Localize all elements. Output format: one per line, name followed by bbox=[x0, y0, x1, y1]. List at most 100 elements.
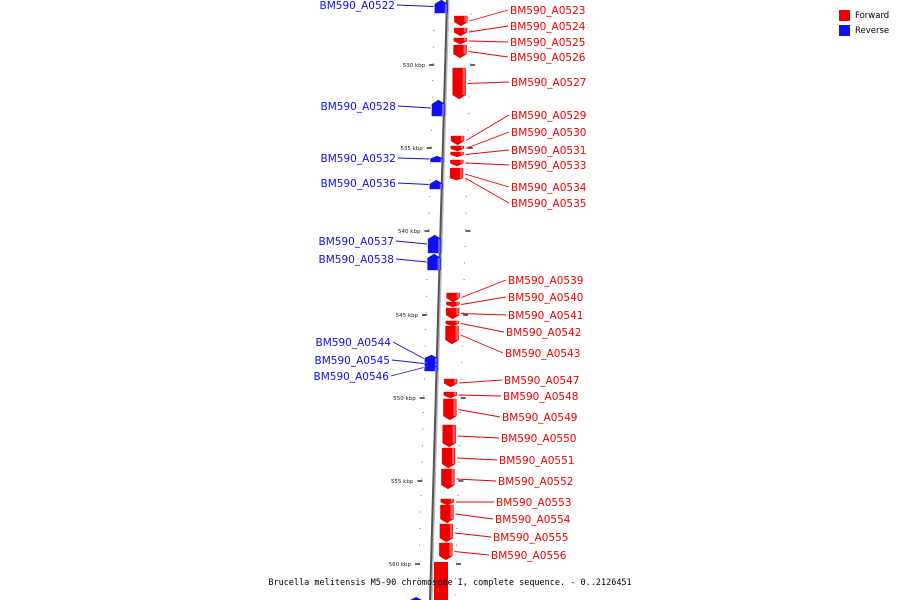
gene-label-BM590_A0524[interactable]: BM590_A0524 bbox=[510, 21, 586, 33]
gene-label-BM590_A0538[interactable]: BM590_A0538 bbox=[319, 254, 394, 266]
gene-label-BM590_A0526[interactable]: BM590_A0526 bbox=[510, 52, 586, 64]
leader-line-BM590_A0554 bbox=[455, 513, 494, 520]
gene-arrow-BM590_A0543[interactable] bbox=[445, 325, 459, 345]
gene-arrow-BM590_A0551[interactable] bbox=[441, 447, 456, 469]
gene-arrow-BM590_A0540[interactable] bbox=[446, 301, 460, 308]
gene-arrow-BM590_A0556[interactable] bbox=[439, 542, 453, 561]
leader-line-BM590_A0536 bbox=[397, 182, 429, 185]
gene-arrow-partial-bottom[interactable] bbox=[434, 562, 448, 600]
gene-label-BM590_A0553[interactable]: BM590_A0553 bbox=[496, 497, 571, 509]
minor-tick bbox=[419, 544, 421, 546]
gene-arrow-BM590_A0541[interactable] bbox=[445, 307, 460, 320]
gene-arrow-shine bbox=[449, 543, 452, 556]
gene-arrow-BM590_A0524[interactable] bbox=[453, 27, 468, 37]
gene-arrow-BM590_A0526[interactable] bbox=[453, 44, 467, 59]
gene-label-BM590_A0552[interactable]: BM590_A0552 bbox=[498, 476, 573, 488]
gene-label-BM590_A0544[interactable]: BM590_A0544 bbox=[316, 337, 392, 349]
gene-arrow-BM590_A0539[interactable] bbox=[446, 292, 460, 303]
backbone-shadow bbox=[430, 0, 450, 600]
tick-layer: 530 kbp 535 kbp 540 kbp 545 kbp 550 kbp 555 k… bbox=[389, 13, 476, 596]
gene-label-BM590_A0531[interactable]: BM590_A0531 bbox=[511, 145, 586, 157]
minor-tick bbox=[420, 478, 422, 480]
minor-tick bbox=[461, 362, 463, 364]
gene-label-BM590_A0529[interactable]: BM590_A0529 bbox=[511, 110, 586, 122]
gene-label-BM590_A0537[interactable]: BM590_A0537 bbox=[319, 236, 394, 248]
gene-arrow-BM590_A0553[interactable] bbox=[440, 498, 454, 506]
leader-line-BM590_A0547 bbox=[459, 379, 503, 384]
gene-label-BM590_A0546[interactable]: BM590_A0546 bbox=[314, 371, 390, 383]
gene-label-BM590_A0556[interactable]: BM590_A0556 bbox=[491, 550, 567, 562]
gene-label-BM590_A0541[interactable]: BM590_A0541 bbox=[508, 310, 583, 322]
minor-tick bbox=[463, 262, 466, 264]
gene-arrow-BM590_A0538[interactable] bbox=[427, 253, 441, 271]
legend-label-reverse: Reverse bbox=[855, 25, 890, 36]
gene-arrow-BM590_A0531[interactable] bbox=[450, 151, 464, 158]
legend: Forward Reverse bbox=[839, 8, 889, 38]
gene-label-BM590_A0551[interactable]: BM590_A0551 bbox=[499, 455, 574, 467]
gene-label-BM590_A0527[interactable]: BM590_A0527 bbox=[511, 77, 586, 89]
gene-label-BM590_A0540[interactable]: BM590_A0540 bbox=[508, 292, 583, 304]
gene-arrow-BM590_A0555[interactable] bbox=[439, 523, 454, 543]
gene-arrow-BM590_A0532[interactable] bbox=[430, 155, 444, 163]
gene-arrow-BM590_A0523[interactable] bbox=[454, 15, 468, 27]
gene-arrow-partial-reverse[interactable] bbox=[410, 597, 422, 600]
gene-label-BM590_A0543[interactable]: BM590_A0543 bbox=[505, 348, 580, 360]
gene-arrow-BM590_A0546[interactable] bbox=[424, 363, 438, 372]
gene-label-BM590_A0522[interactable]: BM590_A0522 bbox=[320, 0, 395, 12]
gene-label-BM590_A0547[interactable]: BM590_A0547 bbox=[504, 375, 579, 387]
gene-arrow-BM590_A0530[interactable] bbox=[450, 145, 464, 152]
leader-line-BM590_A0555 bbox=[454, 532, 492, 538]
gene-arrow-BM590_A0554[interactable] bbox=[440, 504, 454, 524]
gene-arrow-BM590_A0522[interactable] bbox=[434, 0, 449, 14]
gene-arrow-BM590_A0542[interactable] bbox=[445, 320, 460, 327]
gene-label-BM590_A0555[interactable]: BM590_A0555 bbox=[493, 532, 568, 544]
gene-arrow-BM590_A0533[interactable] bbox=[450, 159, 464, 167]
gene-arrow-BM590_A0529[interactable] bbox=[450, 135, 465, 146]
minor-tick bbox=[418, 561, 420, 563]
gene-label-BM590_A0545[interactable]: BM590_A0545 bbox=[315, 355, 390, 367]
minor-tick bbox=[429, 162, 431, 164]
gene-arrow-shine bbox=[450, 505, 453, 519]
gene-arrow-shine bbox=[452, 425, 456, 443]
gene-label-BM590_A0549[interactable]: BM590_A0549 bbox=[502, 412, 577, 424]
gene-label-BM590_A0550[interactable]: BM590_A0550 bbox=[501, 433, 576, 445]
legend-item-forward[interactable]: Forward bbox=[839, 8, 889, 23]
gene-label-BM590_A0533[interactable]: BM590_A0533 bbox=[511, 160, 586, 172]
gene-arrow-BM590_A0527[interactable] bbox=[452, 67, 466, 100]
gene-label-BM590_A0535[interactable]: BM590_A0535 bbox=[511, 198, 586, 210]
minor-tick bbox=[428, 196, 430, 198]
minor-tick bbox=[468, 96, 470, 98]
gene-arrow-BM590_A0547[interactable] bbox=[443, 378, 458, 388]
gene-arrow-BM590_A0537[interactable] bbox=[427, 234, 442, 254]
gene-arrow-BM590_A0535[interactable] bbox=[449, 175, 464, 181]
legend-item-reverse[interactable]: Reverse bbox=[839, 23, 889, 38]
gene-arrow-BM590_A0528[interactable] bbox=[431, 99, 446, 117]
gene-label-BM590_A0532[interactable]: BM590_A0532 bbox=[321, 153, 396, 165]
gene-label-BM590_A0525[interactable]: BM590_A0525 bbox=[510, 37, 585, 49]
gene-arrow-BM590_A0536[interactable] bbox=[429, 179, 443, 190]
gene-arrow-shine bbox=[453, 392, 457, 396]
minor-tick bbox=[419, 528, 421, 530]
leader-line-BM590_A0531 bbox=[465, 149, 510, 155]
gene-arrow-shine bbox=[456, 308, 459, 315]
minor-tick bbox=[421, 445, 423, 447]
gene-label-BM590_A0542[interactable]: BM590_A0542 bbox=[506, 327, 581, 339]
gene-label-BM590_A0528[interactable]: BM590_A0528 bbox=[321, 101, 396, 113]
gene-label-BM590_A0534[interactable]: BM590_A0534 bbox=[511, 182, 587, 194]
gene-label-BM590_A0523[interactable]: BM590_A0523 bbox=[510, 5, 585, 17]
minor-tick bbox=[460, 395, 462, 397]
gene-arrow-BM590_A0549[interactable] bbox=[443, 398, 457, 421]
backbone-layer bbox=[429, 0, 450, 600]
gene-arrow-BM590_A0525[interactable] bbox=[453, 37, 468, 45]
gene-label-BM590_A0539[interactable]: BM590_A0539 bbox=[508, 275, 583, 287]
gene-label-BM590_A0536[interactable]: BM590_A0536 bbox=[321, 178, 397, 190]
gene-label-BM590_A0530[interactable]: BM590_A0530 bbox=[511, 127, 586, 139]
gene-arrow-shine bbox=[456, 302, 459, 305]
minor-tick bbox=[430, 129, 432, 131]
gene-arrow-BM590_A0552[interactable] bbox=[441, 468, 455, 490]
gene-label-BM590_A0554[interactable]: BM590_A0554 bbox=[495, 514, 571, 526]
gene-arrow-BM590_A0548[interactable] bbox=[443, 391, 458, 399]
gene-arrow-BM590_A0550[interactable] bbox=[442, 424, 456, 448]
gene-label-BM590_A0548[interactable]: BM590_A0548 bbox=[503, 391, 578, 403]
